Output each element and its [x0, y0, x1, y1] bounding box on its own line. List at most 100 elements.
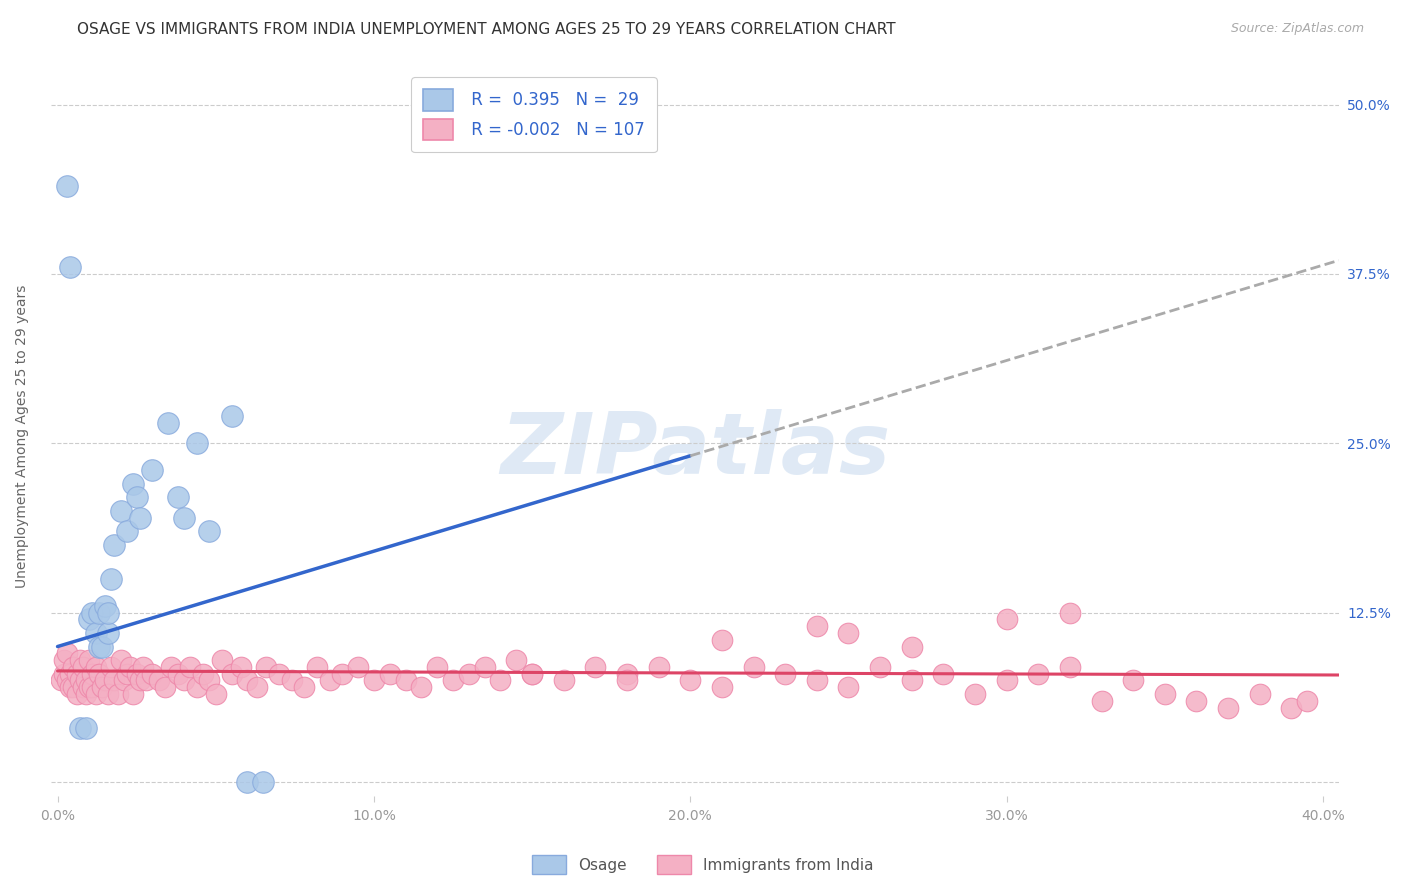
Point [489, 673, 512, 688]
Point [77, 653, 100, 667]
Point [110, 653, 132, 667]
Point [69, 721, 91, 735]
Point [128, 673, 150, 688]
Point [1249, 687, 1271, 701]
Point [59, 260, 82, 274]
Point [1185, 694, 1208, 708]
Point [100, 572, 122, 586]
Point [198, 524, 221, 539]
Point [135, 673, 157, 688]
Point [773, 666, 796, 681]
Point [90, 680, 112, 694]
Point [166, 666, 188, 681]
Point [221, 666, 243, 681]
Point [267, 666, 290, 681]
Point [56, 178, 79, 193]
Text: OSAGE VS IMMIGRANTS FROM INDIA UNEMPLOYMENT AMONG AGES 25 TO 29 YEARS CORRELATIO: OSAGE VS IMMIGRANTS FROM INDIA UNEMPLOYM… [77, 22, 896, 37]
Point [100, 660, 122, 674]
Point [553, 673, 575, 688]
Point [77, 612, 100, 626]
Point [505, 653, 527, 667]
Point [995, 612, 1018, 626]
Point [69, 673, 91, 688]
Point [110, 504, 132, 518]
Point [221, 409, 243, 424]
Point [103, 538, 125, 552]
Point [378, 666, 401, 681]
Point [141, 666, 163, 681]
Point [103, 673, 125, 688]
Y-axis label: Unemployment Among Ages 25 to 29 years: Unemployment Among Ages 25 to 29 years [15, 285, 30, 588]
Point [128, 511, 150, 525]
Point [107, 687, 129, 701]
Point [75, 687, 97, 701]
Point [65, 687, 87, 701]
Point [62, 680, 84, 694]
Point [318, 673, 340, 688]
Point [330, 666, 353, 681]
Point [112, 673, 135, 688]
Point [995, 673, 1018, 688]
Point [132, 660, 155, 674]
Point [457, 666, 479, 681]
Point [77, 680, 100, 694]
Text: ZIPatlas: ZIPatlas [501, 409, 890, 492]
Point [94, 599, 117, 613]
Point [59, 666, 82, 681]
Point [869, 660, 891, 674]
Point [347, 660, 370, 674]
Point [1059, 606, 1081, 620]
Point [191, 666, 214, 681]
Point [204, 687, 226, 701]
Point [87, 666, 110, 681]
Point [211, 653, 233, 667]
Point [363, 673, 385, 688]
Point [125, 666, 148, 681]
Point [87, 606, 110, 620]
Point [932, 666, 955, 681]
Point [229, 660, 252, 674]
Point [280, 673, 302, 688]
Point [710, 632, 733, 647]
Point [186, 680, 208, 694]
Point [198, 673, 221, 688]
Point [82, 606, 104, 620]
Point [84, 687, 107, 701]
Point [82, 680, 104, 694]
Point [97, 687, 120, 701]
Point [94, 673, 117, 688]
Point [72, 660, 94, 674]
Point [583, 660, 606, 674]
Point [115, 666, 138, 681]
Point [153, 680, 176, 694]
Point [186, 436, 208, 450]
Point [474, 660, 496, 674]
Point [963, 687, 986, 701]
Point [411, 680, 433, 694]
Legend:  R =  0.395   N =  29,  R = -0.002   N = 107: R = 0.395 N = 29, R = -0.002 N = 107 [412, 78, 657, 152]
Point [52, 653, 75, 667]
Point [520, 666, 543, 681]
Point [148, 673, 170, 688]
Point [305, 660, 328, 674]
Point [75, 721, 97, 735]
Point [65, 666, 87, 681]
Point [160, 660, 183, 674]
Point [647, 660, 669, 674]
Point [236, 775, 259, 789]
Point [806, 619, 828, 633]
Point [173, 673, 195, 688]
Point [236, 673, 259, 688]
Text: Source: ZipAtlas.com: Source: ZipAtlas.com [1230, 22, 1364, 36]
Point [710, 680, 733, 694]
Point [616, 666, 638, 681]
Point [75, 673, 97, 688]
Point [125, 491, 148, 505]
Point [246, 680, 269, 694]
Point [616, 673, 638, 688]
Point [122, 687, 145, 701]
Point [56, 673, 79, 688]
Point [520, 666, 543, 681]
Point [90, 640, 112, 654]
Point [173, 511, 195, 525]
